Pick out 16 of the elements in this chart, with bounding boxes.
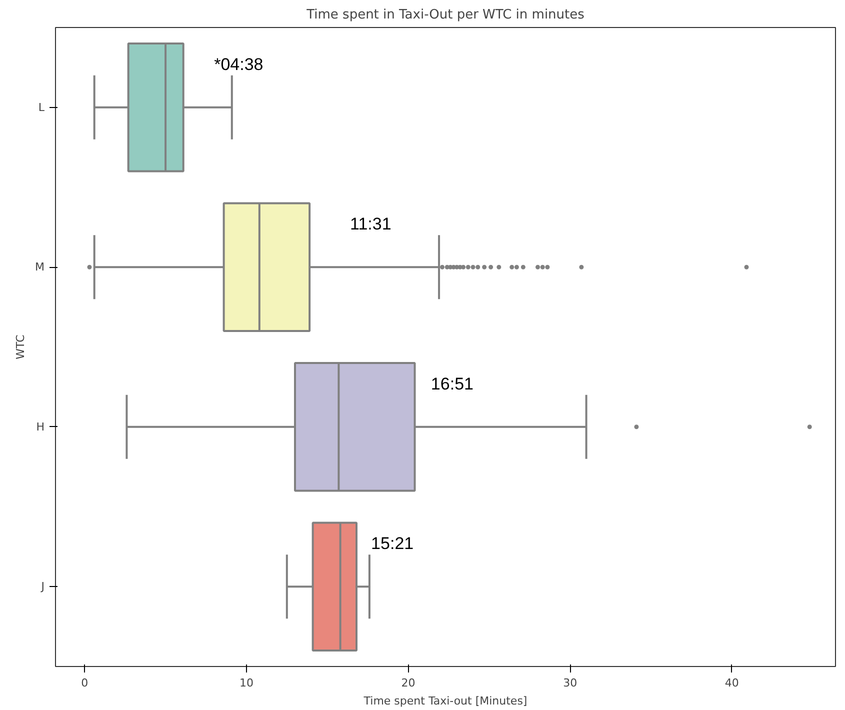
- annotation: 15:21: [371, 534, 414, 554]
- y-tick-label: H: [36, 420, 45, 434]
- x-tick-label: 0: [81, 676, 88, 690]
- x-tick-label: 30: [563, 676, 578, 690]
- annotation: *04:38: [214, 54, 264, 74]
- y-tick-label: J: [40, 580, 45, 594]
- x-tick-label: 20: [401, 676, 416, 690]
- y-tick-label: M: [35, 260, 45, 274]
- x-axis-title: Time spent Taxi-out [Minutes]: [362, 694, 528, 708]
- y-tick-label: L: [38, 100, 46, 114]
- chart-title: Time spent in Taxi-Out per WTC in minutes: [306, 8, 585, 22]
- annotation: 16:51: [430, 374, 474, 394]
- x-tick-label: 10: [239, 676, 254, 690]
- annotation: 11:31: [350, 214, 392, 234]
- y-axis-title: WTC: [14, 334, 28, 360]
- x-tick-label: 40: [724, 676, 739, 690]
